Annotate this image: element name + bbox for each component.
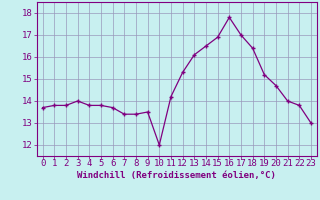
X-axis label: Windchill (Refroidissement éolien,°C): Windchill (Refroidissement éolien,°C) — [77, 171, 276, 180]
